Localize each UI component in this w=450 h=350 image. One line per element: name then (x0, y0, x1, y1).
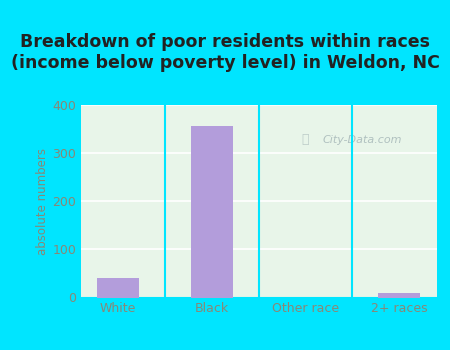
Text: Breakdown of poor residents within races
(income below poverty level) in Weldon,: Breakdown of poor residents within races… (10, 33, 440, 72)
Bar (191, 126, 233, 298)
Bar (378, 293, 420, 297)
Text: City-Data.com: City-Data.com (323, 135, 402, 145)
Y-axis label: absolute numbers: absolute numbers (36, 148, 50, 255)
Bar (97, 278, 140, 298)
Text: 🔍: 🔍 (302, 133, 309, 146)
